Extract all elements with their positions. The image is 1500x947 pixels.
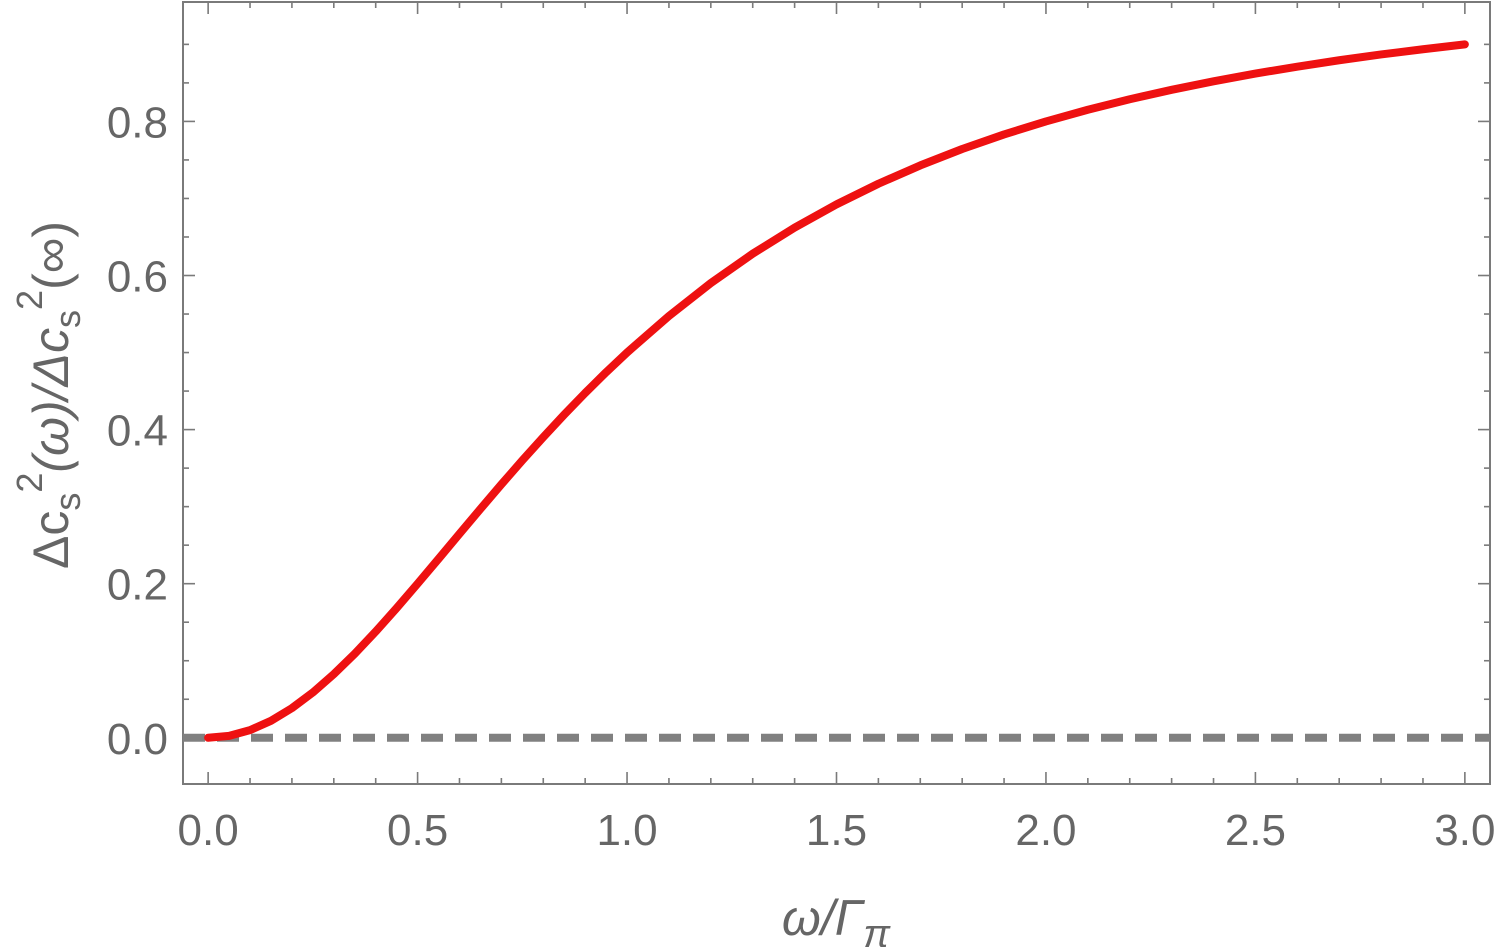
y-tick-label: 0.6 (107, 253, 168, 302)
series-layer (183, 40, 1490, 742)
x-axis-label: ω/Γπ (782, 890, 891, 947)
x-tick-label: 3.0 (1434, 806, 1495, 855)
y-tick-label: 0.4 (107, 407, 168, 456)
x-tick-label: 2.5 (1225, 806, 1286, 855)
x-tick-label: 0.5 (387, 806, 448, 855)
y-axis-label: Δcs2(ω)/Δcs2(∞) (9, 221, 88, 569)
tick-marks (183, 2, 1490, 784)
plot-frame (182, 1, 1491, 785)
x-tick-labels: 0.0 0.5 1.0 1.5 2.0 2.5 3.0 (178, 806, 1496, 855)
x-tick-label: 2.0 (1015, 806, 1076, 855)
plot-area (182, 1, 1491, 785)
x-tick-label: 0.0 (178, 806, 239, 855)
y-tick-label: 0.0 (107, 715, 168, 764)
y-tick-labels: 0.0 0.2 0.4 0.6 0.8 (107, 98, 168, 763)
series-line-1 (204, 40, 1469, 742)
x-tick-label: 1.5 (806, 806, 867, 855)
x-tick-label: 1.0 (596, 806, 657, 855)
y-tick-label: 0.2 (107, 561, 168, 610)
y-tick-label: 0.8 (107, 98, 168, 147)
